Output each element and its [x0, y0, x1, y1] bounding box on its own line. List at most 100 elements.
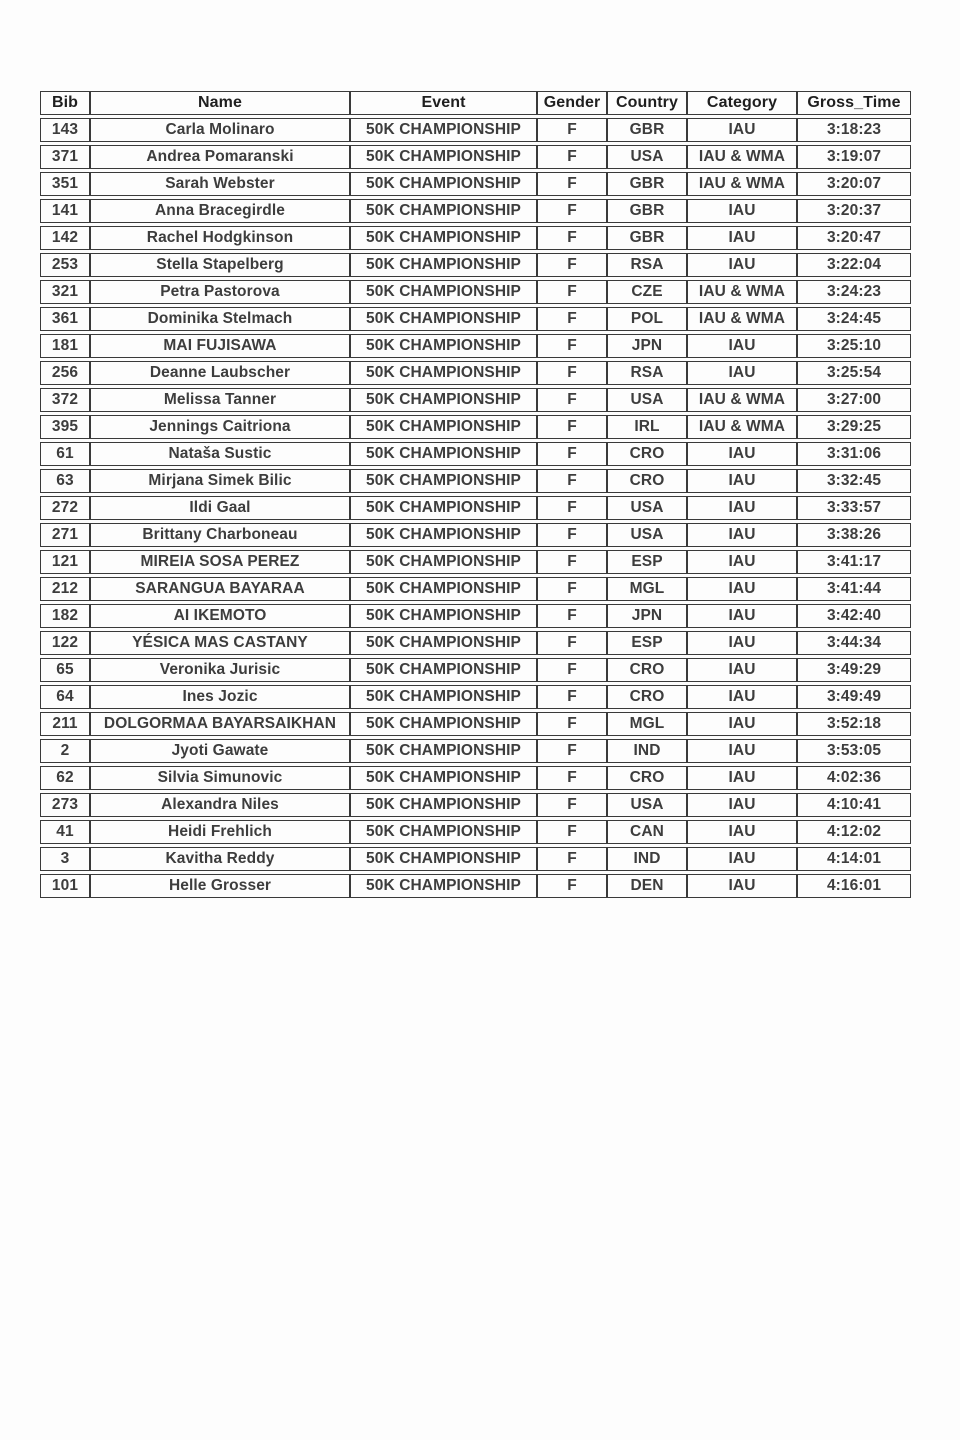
cell-name: Sarah Webster: [90, 172, 350, 196]
cell-category: IAU: [687, 199, 797, 223]
cell-category: IAU: [687, 766, 797, 790]
cell-category: IAU: [687, 361, 797, 385]
cell-category: IAU: [687, 226, 797, 250]
cell-event: 50K CHAMPIONSHIP: [350, 739, 537, 763]
cell-name: Ildi Gaal: [90, 496, 350, 520]
column-header-category: Category: [687, 91, 797, 115]
cell-category: IAU: [687, 739, 797, 763]
cell-name: Brittany Charboneau: [90, 523, 350, 547]
cell-gender: F: [537, 793, 607, 817]
table-row: 122 YÉSICA MAS CASTANY 50K CHAMPIONSHIP F ES…: [40, 631, 911, 655]
cell-name: Stella Stapelberg: [90, 253, 350, 277]
cell-bib: 273: [40, 793, 90, 817]
cell-event: 50K CHAMPIONSHIP: [350, 361, 537, 385]
cell-gross-time: 3:24:45: [797, 307, 911, 331]
cell-gender: F: [537, 631, 607, 655]
cell-gender: F: [537, 847, 607, 871]
cell-gross-time: 3:53:05: [797, 739, 911, 763]
results-table-container: Bib Name Event Gender Country Category Gross_T…: [40, 88, 911, 901]
cell-country: GBR: [607, 226, 687, 250]
cell-country: USA: [607, 523, 687, 547]
table-row: 61 Nataša Sustic 50K CHAMPIONSHIP F CRO IAU 3:…: [40, 442, 911, 466]
cell-country: GBR: [607, 118, 687, 142]
cell-country: JPN: [607, 334, 687, 358]
cell-name: Deanne Laubscher: [90, 361, 350, 385]
cell-name: Veronika Jurisic: [90, 658, 350, 682]
cell-gross-time: 3:25:10: [797, 334, 911, 358]
cell-gender: F: [537, 388, 607, 412]
cell-name: Kavitha Reddy: [90, 847, 350, 871]
cell-country: CRO: [607, 442, 687, 466]
cell-name: Jyoti Gawate: [90, 739, 350, 763]
column-header-event: Event: [350, 91, 537, 115]
table-row: 271 Brittany Charboneau 50K CHAMPIONSHIP F U…: [40, 523, 911, 547]
cell-gender: F: [537, 172, 607, 196]
cell-category: IAU: [687, 334, 797, 358]
cell-bib: 372: [40, 388, 90, 412]
cell-country: MGL: [607, 712, 687, 736]
cell-event: 50K CHAMPIONSHIP: [350, 496, 537, 520]
cell-name: Heidi Frehlich: [90, 820, 350, 844]
cell-category: IAU: [687, 793, 797, 817]
cell-gross-time: 3:18:23: [797, 118, 911, 142]
cell-event: 50K CHAMPIONSHIP: [350, 577, 537, 601]
cell-bib: 63: [40, 469, 90, 493]
cell-country: RSA: [607, 361, 687, 385]
cell-gender: F: [537, 766, 607, 790]
cell-bib: 121: [40, 550, 90, 574]
table-row: 321 Petra Pastorova 50K CHAMPIONSHIP F CZE IA…: [40, 280, 911, 304]
cell-name: Jennings Caitriona: [90, 415, 350, 439]
cell-country: RSA: [607, 253, 687, 277]
cell-event: 50K CHAMPIONSHIP: [350, 334, 537, 358]
cell-gross-time: 3:20:07: [797, 172, 911, 196]
column-header-bib: Bib: [40, 91, 90, 115]
cell-event: 50K CHAMPIONSHIP: [350, 793, 537, 817]
cell-category: IAU: [687, 685, 797, 709]
cell-gross-time: 4:14:01: [797, 847, 911, 871]
cell-gross-time: 3:41:44: [797, 577, 911, 601]
cell-gender: F: [537, 307, 607, 331]
table-row: 272 Ildi Gaal 50K CHAMPIONSHIP F USA IAU 3:33:…: [40, 496, 911, 520]
cell-gross-time: 3:42:40: [797, 604, 911, 628]
cell-gross-time: 4:16:01: [797, 874, 911, 898]
cell-category: IAU & WMA: [687, 307, 797, 331]
cell-country: GBR: [607, 172, 687, 196]
table-row: 101 Helle Grosser 50K CHAMPIONSHIP F DEN IAU 4…: [40, 874, 911, 898]
cell-event: 50K CHAMPIONSHIP: [350, 523, 537, 547]
cell-bib: 211: [40, 712, 90, 736]
cell-gender: F: [537, 469, 607, 493]
cell-gender: F: [537, 604, 607, 628]
cell-category: IAU: [687, 604, 797, 628]
cell-event: 50K CHAMPIONSHIP: [350, 307, 537, 331]
cell-gross-time: 3:19:07: [797, 145, 911, 169]
cell-bib: 212: [40, 577, 90, 601]
table-row: 121 MIREIA SOSA PEREZ 50K CHAMPIONSHIP F ESP…: [40, 550, 911, 574]
cell-gross-time: 3:22:04: [797, 253, 911, 277]
table-row: 143 Carla Molinaro 50K CHAMPIONSHIP F GBR IAU…: [40, 118, 911, 142]
cell-name: Andrea Pomaranski: [90, 145, 350, 169]
table-row: 253 Stella Stapelberg 50K CHAMPIONSHIP F RSA…: [40, 253, 911, 277]
cell-country: USA: [607, 388, 687, 412]
table-row: 211 DOLGORMAA BAYARSAIKHAN 50K CHAMPIONSHI…: [40, 712, 911, 736]
table-row: 63 Mirjana Simek Bilic 50K CHAMPIONSHIP F CR…: [40, 469, 911, 493]
cell-country: CRO: [607, 685, 687, 709]
cell-gender: F: [537, 658, 607, 682]
cell-gross-time: 3:31:06: [797, 442, 911, 466]
table-row: 65 Veronika Jurisic 50K CHAMPIONSHIP F CRO IA…: [40, 658, 911, 682]
cell-bib: 41: [40, 820, 90, 844]
cell-gender: F: [537, 280, 607, 304]
cell-name: AI IKEMOTO: [90, 604, 350, 628]
cell-bib: 101: [40, 874, 90, 898]
column-header-name: Name: [90, 91, 350, 115]
cell-gross-time: 3:49:49: [797, 685, 911, 709]
cell-bib: 256: [40, 361, 90, 385]
cell-gross-time: 3:52:18: [797, 712, 911, 736]
cell-category: IAU & WMA: [687, 415, 797, 439]
cell-country: CAN: [607, 820, 687, 844]
cell-gender: F: [537, 118, 607, 142]
cell-category: IAU: [687, 253, 797, 277]
cell-bib: 371: [40, 145, 90, 169]
cell-gender: F: [537, 550, 607, 574]
cell-event: 50K CHAMPIONSHIP: [350, 550, 537, 574]
header-row: Bib Name Event Gender Country Category Gross_T…: [40, 91, 911, 115]
